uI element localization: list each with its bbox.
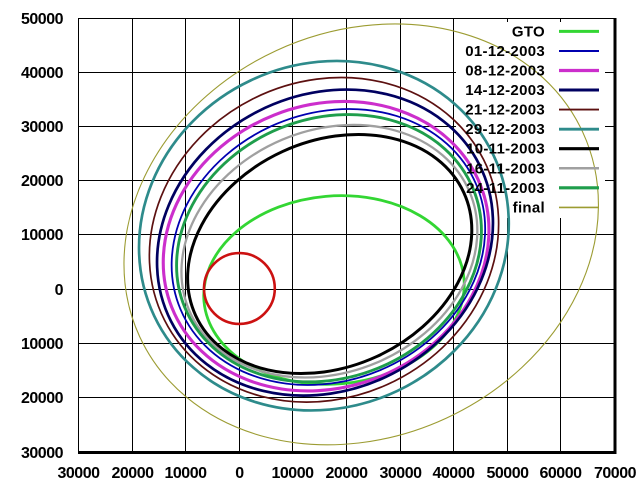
- svg-text:20000: 20000: [21, 173, 64, 190]
- svg-text:21-12-2003: 21-12-2003: [465, 102, 545, 119]
- svg-text:70000: 70000: [594, 465, 637, 482]
- svg-text:10000: 10000: [165, 465, 208, 482]
- svg-text:0: 0: [235, 465, 244, 482]
- svg-text:20000: 20000: [112, 465, 155, 482]
- svg-text:30000: 30000: [21, 445, 64, 462]
- svg-text:30000: 30000: [380, 465, 423, 482]
- svg-text:10000: 10000: [21, 227, 64, 244]
- svg-text:30000: 30000: [58, 465, 101, 482]
- svg-text:20000: 20000: [21, 390, 64, 407]
- svg-text:01-12-2003: 01-12-2003: [465, 43, 545, 60]
- svg-text:final: final: [513, 199, 545, 216]
- svg-text:30000: 30000: [21, 119, 64, 136]
- svg-text:20000: 20000: [326, 465, 369, 482]
- svg-text:14-12-2003: 14-12-2003: [465, 82, 545, 99]
- svg-text:29-12-2003: 29-12-2003: [465, 121, 545, 138]
- svg-text:50000: 50000: [21, 11, 64, 28]
- svg-text:10000: 10000: [272, 465, 315, 482]
- svg-text:08-12-2003: 08-12-2003: [465, 63, 545, 80]
- svg-text:0: 0: [55, 282, 64, 299]
- svg-text:40000: 40000: [21, 65, 64, 82]
- svg-text:GTO: GTO: [512, 23, 545, 40]
- svg-text:10000: 10000: [21, 336, 64, 353]
- svg-text:50000: 50000: [487, 465, 530, 482]
- svg-text:16-11-2003: 16-11-2003: [466, 160, 545, 177]
- svg-text:10-11-2003: 10-11-2003: [466, 141, 545, 158]
- svg-text:24-11-2003: 24-11-2003: [466, 180, 545, 197]
- svg-text:40000: 40000: [433, 465, 476, 482]
- svg-text:60000: 60000: [540, 465, 583, 482]
